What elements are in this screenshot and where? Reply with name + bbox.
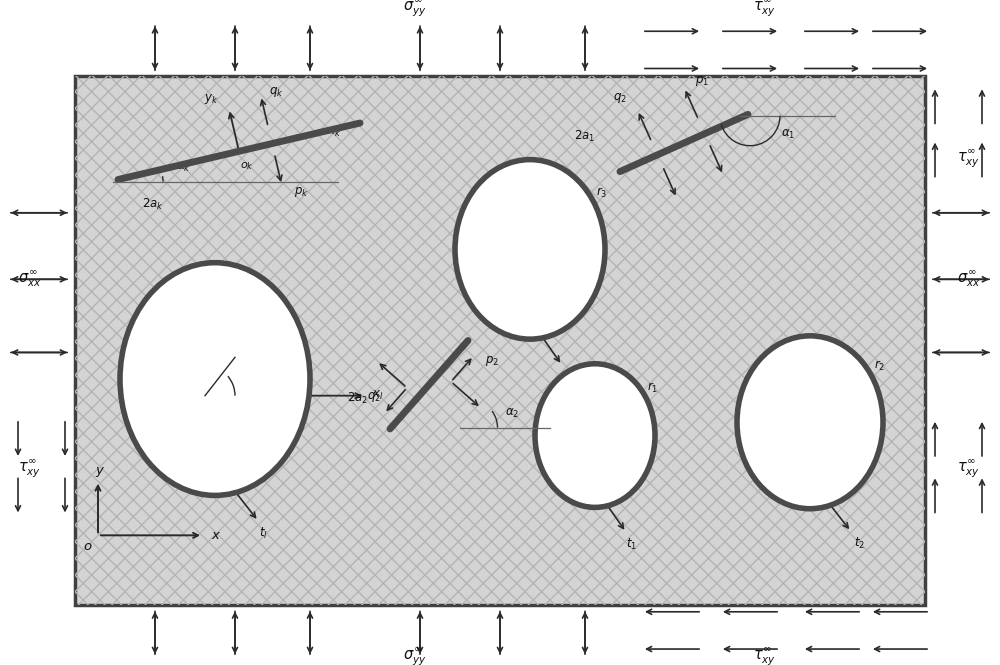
Text: $x_l$: $x_l$ xyxy=(372,389,384,402)
Text: $x_k$: $x_k$ xyxy=(327,126,342,139)
Text: $\tau_{xy}^{\infty}$: $\tau_{xy}^{\infty}$ xyxy=(957,458,980,479)
Text: $y_k$: $y_k$ xyxy=(204,92,218,106)
Text: $y_l$: $y_l$ xyxy=(202,307,214,321)
Text: $t_1$: $t_1$ xyxy=(626,537,637,552)
Bar xyxy=(75,76,925,605)
Text: $p_k$: $p_k$ xyxy=(294,185,309,199)
Ellipse shape xyxy=(455,160,605,339)
Text: $\sigma_{xx}^{\infty}$: $\sigma_{xx}^{\infty}$ xyxy=(18,269,41,289)
Text: $n_l$: $n_l$ xyxy=(199,404,211,418)
Text: $\sigma_{yy}^{\infty}$: $\sigma_{yy}^{\infty}$ xyxy=(403,646,427,665)
Text: $2a_1$: $2a_1$ xyxy=(574,129,596,144)
Text: $\alpha_1$: $\alpha_1$ xyxy=(781,128,795,141)
Text: $t_l$: $t_l$ xyxy=(259,525,268,541)
Ellipse shape xyxy=(120,263,310,495)
Text: $\tau_{xy}^{\infty}$: $\tau_{xy}^{\infty}$ xyxy=(957,149,980,170)
Text: $p_2$: $p_2$ xyxy=(485,354,499,368)
Text: $t_2$: $t_2$ xyxy=(854,536,865,551)
Text: $\tau_{xy}^{\infty}$: $\tau_{xy}^{\infty}$ xyxy=(753,646,777,665)
Text: $2a_k$: $2a_k$ xyxy=(142,198,164,212)
Text: $r_l$: $r_l$ xyxy=(242,347,252,361)
Text: $\alpha_2$: $\alpha_2$ xyxy=(505,406,519,420)
Text: $o_k$: $o_k$ xyxy=(240,160,254,172)
Text: $\sigma_{yy}^{\infty}$: $\sigma_{yy}^{\infty}$ xyxy=(403,0,427,19)
Text: $n_2$: $n_2$ xyxy=(795,434,809,448)
Text: $2a_2$: $2a_2$ xyxy=(347,390,369,406)
Text: $o_l$: $o_l$ xyxy=(182,402,192,414)
Text: $\tau_{xy}^{\infty}$: $\tau_{xy}^{\infty}$ xyxy=(753,0,777,19)
Text: $\sigma_{xx}^{\infty}$: $\sigma_{xx}^{\infty}$ xyxy=(957,269,980,289)
Text: $r_3$: $r_3$ xyxy=(596,186,608,200)
Text: $q_k$: $q_k$ xyxy=(269,85,283,99)
Text: $n_1$: $n_1$ xyxy=(580,449,594,462)
Ellipse shape xyxy=(535,364,655,507)
Text: $y$: $y$ xyxy=(95,465,105,479)
Text: $\alpha_k$: $\alpha_k$ xyxy=(176,161,190,174)
Text: $r_1$: $r_1$ xyxy=(647,380,659,395)
Text: $q_2$: $q_2$ xyxy=(613,91,626,105)
Text: $\theta_l$: $\theta_l$ xyxy=(248,369,258,382)
Text: $n_3$: $n_3$ xyxy=(513,264,527,277)
Text: $t_3$: $t_3$ xyxy=(561,370,573,384)
Text: $\tau_{xy}^{\infty}$: $\tau_{xy}^{\infty}$ xyxy=(18,458,41,479)
Bar xyxy=(75,76,925,605)
Text: $p_1$: $p_1$ xyxy=(695,74,709,88)
Text: $r_2$: $r_2$ xyxy=(874,358,886,373)
Ellipse shape xyxy=(737,336,883,509)
Text: $q_2$: $q_2$ xyxy=(367,390,381,404)
Text: $o$: $o$ xyxy=(83,540,93,553)
Text: $x$: $x$ xyxy=(211,529,221,542)
